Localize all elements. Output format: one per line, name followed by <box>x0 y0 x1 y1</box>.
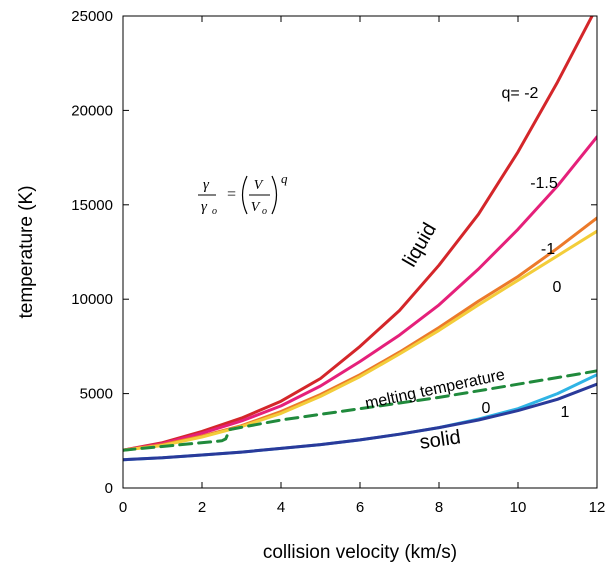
x-tick-label: 8 <box>435 499 443 516</box>
q-label-zero-liquid: 0 <box>553 279 562 296</box>
svg-text:V: V <box>254 178 264 193</box>
series-line-liquid_q_m1_5 <box>123 135 597 452</box>
series-line-liquid_q_m1 <box>123 216 597 452</box>
y-tick-label: 20000 <box>71 102 113 119</box>
x-tick-label: 2 <box>198 499 206 516</box>
q-label-minus-1-5: -1.5 <box>530 175 558 192</box>
y-tick-label: 0 <box>105 480 113 497</box>
series-line-solid_q_0 <box>123 373 597 462</box>
x-tick-label: 10 <box>510 499 527 516</box>
y-tick-label: 25000 <box>71 8 113 25</box>
svg-text:γ: γ <box>203 177 210 193</box>
gamma-formula: γ γ o = V V o q <box>198 171 288 217</box>
x-tick-label: 6 <box>356 499 364 516</box>
q-label-zero-solid: 0 <box>482 400 491 417</box>
y-tick-label: 5000 <box>80 386 113 403</box>
x-axis-title: collision velocity (km/s) <box>263 542 457 563</box>
q-label-minus-1: -1 <box>541 241 555 258</box>
series-line-solid_q_1 <box>123 382 597 462</box>
series-line-melting <box>123 369 597 452</box>
series-line-liquid_q_m2 <box>123 16 594 452</box>
x-tick-label: 12 <box>589 499 606 516</box>
y-axis-title: temperature (K) <box>16 185 37 318</box>
svg-text:o: o <box>212 206 217 217</box>
svg-text:γ: γ <box>201 199 208 215</box>
svg-text:V: V <box>251 200 261 215</box>
svg-text:o: o <box>262 206 267 217</box>
x-tick-label: 0 <box>119 499 127 516</box>
solid-label: solid <box>418 426 462 454</box>
q-label-minus-2: q= -2 <box>502 85 539 102</box>
y-tick-label: 15000 <box>71 197 113 214</box>
svg-text:q: q <box>281 171 288 186</box>
x-tick-label: 4 <box>277 499 285 516</box>
liquid-label: liquid <box>399 219 441 270</box>
y-tick-label: 10000 <box>71 291 113 308</box>
svg-text:=: = <box>226 186 237 203</box>
series-line-liquid_q_0 <box>123 229 597 452</box>
series-layer <box>123 16 597 462</box>
q-label-one-solid: 1 <box>561 404 570 421</box>
